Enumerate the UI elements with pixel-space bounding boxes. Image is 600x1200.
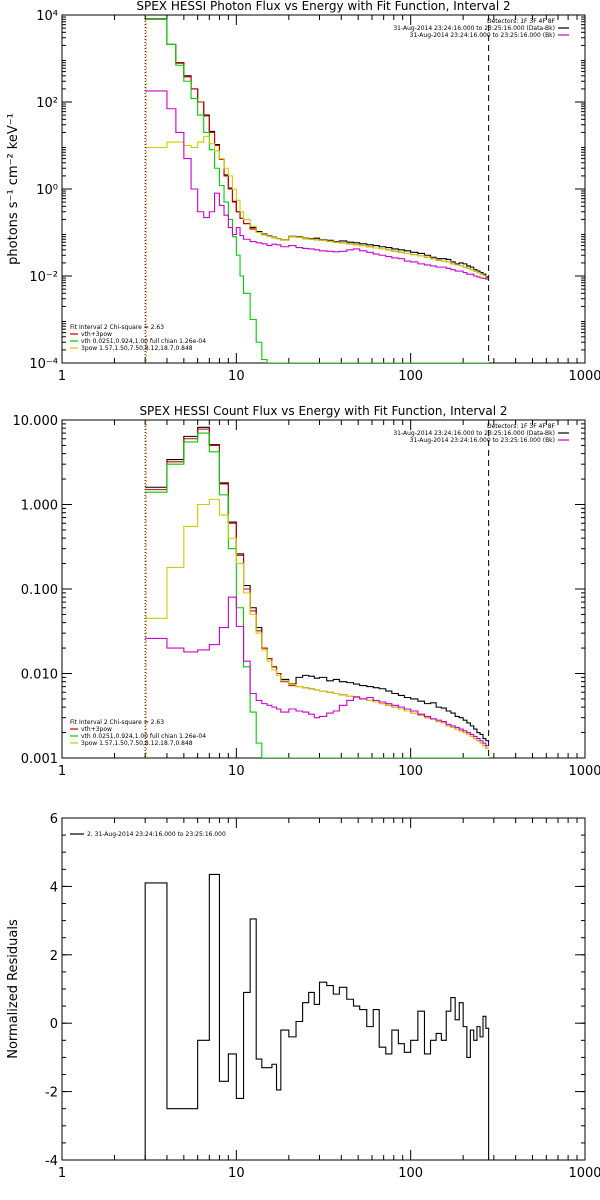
series-vth-3pow xyxy=(145,18,489,279)
chart-title: SPEX HESSI Count Flux vs Energy with Fit… xyxy=(139,404,507,418)
x-tick-label: 1000 xyxy=(568,1166,600,1181)
x-tick-label: 10 xyxy=(228,369,245,384)
x-tick-label: 1000 xyxy=(568,369,600,384)
series-group xyxy=(145,18,489,363)
fit-legend-label: vth+3pow xyxy=(81,331,112,338)
series-bk xyxy=(145,596,489,747)
y-axis-label: photons s⁻¹ cm⁻² keV⁻¹ xyxy=(6,113,21,265)
y-tick-label: -2 xyxy=(45,1086,58,1101)
legend-header: Detectors: 1F 3F 4F 8F xyxy=(487,423,556,430)
series-vth xyxy=(145,18,489,363)
x-tick-label: 100 xyxy=(398,369,423,384)
plot-frame xyxy=(61,14,586,364)
plot-frame xyxy=(61,817,586,1161)
count-flux-panel: SPEX HESSI Count Flux vs Energy with Fit… xyxy=(13,404,600,779)
y-tick-label: 10⁰ xyxy=(36,183,58,198)
fit-legend-label: 3pow 1.57,1.50,7.50,8.12,18.7,0.848 xyxy=(81,740,193,747)
fit-legend-header: Fit Interval 2 Chi-square = 2.63 xyxy=(70,324,164,331)
series-3pow xyxy=(145,136,489,279)
fit-legend-header: Fit Interval 2 Chi-square = 2.63 xyxy=(70,719,164,726)
x-tick-label: 1 xyxy=(58,764,66,779)
chart-title: SPEX HESSI Photon Flux vs Energy with Fi… xyxy=(136,0,510,13)
y-tick-label: 10⁻² xyxy=(29,270,58,285)
x-tick-label: 100 xyxy=(398,764,423,779)
legend-entry-label: 31-Aug-2014 23:24:16.000 to 23:25:16.000… xyxy=(410,437,555,444)
legend-entry-label: 31-Aug-2014 23:24:16.000 to 23:25:16.000… xyxy=(410,32,555,39)
x-tick-label: 1 xyxy=(58,369,66,384)
x-tick-label: 10 xyxy=(228,1166,245,1181)
series-3pow xyxy=(145,498,489,749)
y-tick-label: 10⁻⁴ xyxy=(29,357,58,372)
x-tick-label: 1 xyxy=(58,1166,66,1181)
legend-entry-label: 31-Aug-2014 23:24:16.000 to 23:25:16.000… xyxy=(393,430,555,437)
y-tick-label: 0.100 xyxy=(21,583,58,598)
plot-frame xyxy=(61,419,586,759)
y-tick-label: 1.000 xyxy=(21,499,58,514)
legend-header: Detectors: 1F 3F 4F 8F xyxy=(487,18,556,25)
y-tick-label: -4 xyxy=(45,1154,58,1169)
y-tick-label: 6 xyxy=(50,812,58,827)
series-vth-3pow xyxy=(145,428,489,749)
photon-flux-panel: SPEX HESSI Photon Flux vs Energy with Fi… xyxy=(6,0,600,384)
y-tick-label: 10⁴ xyxy=(36,9,58,24)
series-group xyxy=(145,426,489,758)
y-tick-label: 4 xyxy=(50,880,58,895)
y-tick-label: 2 xyxy=(50,949,58,964)
residuals-panel: 1 10 100 1000 -4 -2 0 2 4 6 Normalized Residuals 2.… xyxy=(6,812,600,1181)
series-group xyxy=(144,873,490,1160)
x-tick-label: 10 xyxy=(228,764,245,779)
legend-entry-label: 31-Aug-2014 23:24:16.000 to 23:25:16.000… xyxy=(393,25,555,32)
legend-entry-label: 2. 31-Aug-2014 23:24:16.000 to 23:25:16.… xyxy=(87,831,226,838)
series-residuals xyxy=(144,873,490,1160)
y-axis-label: Normalized Residuals xyxy=(6,919,21,1059)
y-tick-label: 0.001 xyxy=(21,752,58,767)
y-tick-label: 10² xyxy=(36,96,58,111)
y-tick-label: 0 xyxy=(50,1017,58,1032)
fit-legend-label: vth 0.0251,0.924,1.00 full chian 1.26e-0… xyxy=(81,338,206,345)
series-vth xyxy=(145,432,489,758)
fit-legend-label: vth+3pow xyxy=(81,726,112,733)
x-tick-label: 1000 xyxy=(568,764,600,779)
x-tick-label: 100 xyxy=(398,1166,423,1181)
fit-legend-label: vth 0.0251,0.924,1.00 full chian 1.26e-0… xyxy=(81,733,206,740)
fit-legend-label: 3pow 1.57,1.50,7.50,8.12,18.7,0.848 xyxy=(81,345,193,352)
series-data-bk xyxy=(145,426,489,742)
series-bk xyxy=(145,90,489,280)
y-tick-label: 0.010 xyxy=(21,668,58,683)
y-tick-label: 10.000 xyxy=(13,414,59,429)
